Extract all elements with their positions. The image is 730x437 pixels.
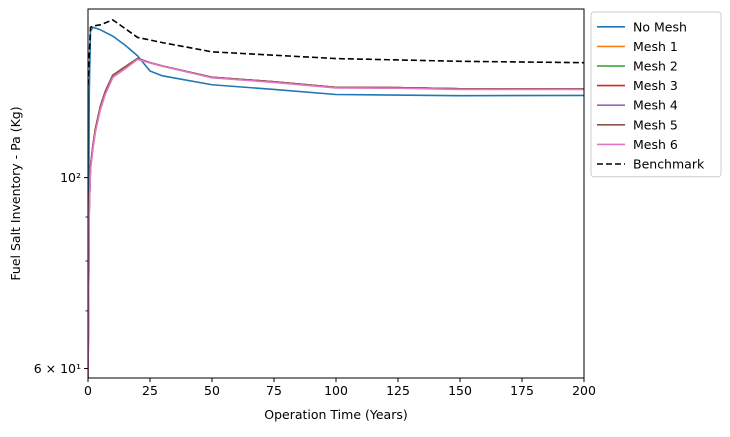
- x-tick-label: 0: [84, 383, 92, 398]
- x-tick-label: 75: [266, 383, 282, 398]
- series-lines: [88, 19, 584, 378]
- x-tick-label: 125: [386, 383, 410, 398]
- series-line-mesh-6: [88, 58, 584, 378]
- legend: No Mesh Mesh 1 Mesh 2 Mesh 3 Mesh 4 Mesh 5 Mes…: [590, 11, 722, 178]
- series-line-no-mesh: [88, 26, 584, 378]
- x-tick-label: 100: [324, 383, 348, 398]
- series-line-mesh-2: [88, 57, 584, 378]
- x-tick-label: 200: [572, 383, 596, 398]
- x-tick-label: 150: [448, 383, 472, 398]
- legend-label: Mesh 1: [633, 39, 678, 54]
- x-tick-label: 50: [204, 383, 220, 398]
- legend-label: Mesh 3: [633, 78, 678, 93]
- axes-frame: [87, 8, 585, 379]
- y-tick-label: 6 × 10¹: [34, 361, 81, 376]
- x-axis-label: Operation Time (Years): [264, 407, 407, 422]
- legend-label: Mesh 4: [633, 98, 678, 113]
- series-line-mesh-5: [88, 57, 584, 378]
- x-tick-label: 175: [510, 383, 534, 398]
- legend-label: No Mesh: [633, 19, 687, 34]
- x-tick-label: 25: [142, 383, 158, 398]
- legend-label: Benchmark: [633, 157, 705, 172]
- y-axis-label: Fuel Salt Inventory - Pa (Kg): [8, 106, 23, 280]
- axis-ticks: 0 25 50 75 100 125 150 175 200 6 × 10¹ 10²: [34, 170, 596, 398]
- series-line-benchmark: [88, 19, 584, 86]
- series-line-mesh-1: [88, 57, 584, 378]
- y-tick-label: 10²: [60, 170, 81, 185]
- legend-label: Mesh 6: [633, 137, 678, 152]
- series-line-mesh-4: [88, 57, 584, 378]
- legend-label: Mesh 2: [633, 59, 678, 74]
- series-line-mesh-3: [88, 57, 584, 378]
- legend-label: Mesh 5: [633, 117, 678, 132]
